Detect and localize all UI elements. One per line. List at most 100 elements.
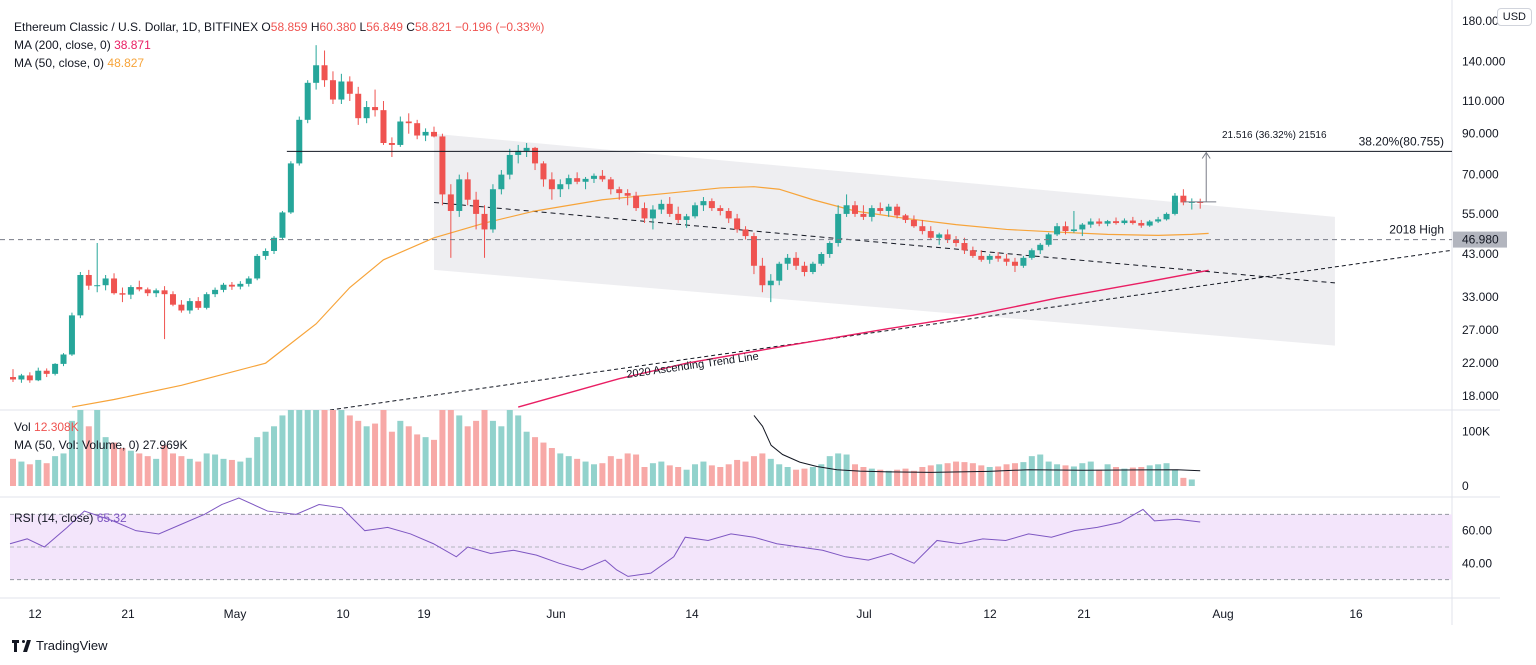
candle-body — [489, 189, 496, 230]
candle-body — [85, 274, 92, 286]
candle-body — [1003, 258, 1010, 262]
candle — [212, 287, 219, 298]
ma200-value: 38.871 — [114, 38, 151, 52]
volume-bar — [153, 458, 160, 486]
volume-bar — [363, 426, 370, 486]
volume-bar — [506, 410, 513, 486]
volume-bar — [111, 442, 118, 486]
rsi-tick-label: 40.00 — [1462, 556, 1492, 570]
candle — [1129, 216, 1136, 225]
time-tick-label: 16 — [1349, 607, 1363, 621]
legend-symbol-row[interactable]: Ethereum Classic / U.S. Dollar, 1D, BITF… — [14, 20, 544, 34]
candle — [590, 173, 597, 183]
price-tick-label: 70.000 — [1462, 168, 1499, 182]
price-tick-label: 43.000 — [1462, 247, 1499, 261]
currency-button[interactable]: USD — [1496, 8, 1532, 26]
candle — [801, 261, 808, 277]
candle-body — [10, 377, 16, 380]
candle-body — [186, 301, 193, 311]
candle-body — [1138, 223, 1145, 226]
candle — [725, 208, 732, 224]
candle — [111, 273, 118, 295]
candle-body — [18, 375, 25, 380]
volume-bar — [944, 463, 951, 486]
volume-bar — [725, 464, 732, 486]
volume-bar — [464, 426, 471, 486]
symbol-title[interactable]: Ethereum Classic / U.S. Dollar, 1D, BITF… — [14, 20, 259, 34]
candle — [414, 119, 421, 140]
candle-body — [127, 287, 134, 295]
candle-body — [565, 178, 572, 185]
candle — [852, 201, 858, 217]
candle — [649, 205, 656, 230]
volume-bar — [498, 426, 505, 486]
candle-body — [818, 253, 825, 264]
candle-body — [102, 278, 109, 286]
candle-body — [178, 304, 185, 311]
volume-bar — [590, 464, 597, 486]
volume-bar — [186, 458, 193, 486]
volume-bar — [313, 410, 320, 486]
volume-bar — [329, 410, 336, 486]
candle — [1054, 223, 1061, 237]
candle — [422, 128, 429, 142]
candle — [388, 137, 395, 158]
volume-bar — [666, 465, 673, 486]
rsi-tick-label: 60.00 — [1462, 524, 1492, 538]
candle — [77, 272, 84, 319]
candle — [169, 291, 176, 307]
candle — [523, 143, 530, 158]
volume-bar — [119, 448, 126, 486]
candle — [1087, 218, 1094, 228]
candle-body — [287, 163, 294, 213]
volume-bar — [995, 466, 1002, 486]
volume-bar — [717, 467, 724, 486]
candle-body — [978, 255, 985, 260]
candle-body — [1197, 201, 1204, 204]
candle — [961, 237, 968, 254]
candle — [203, 292, 210, 310]
candle — [717, 205, 724, 216]
candle — [1104, 219, 1111, 227]
footer-brand[interactable]: TradingView — [12, 638, 108, 653]
volume-bar — [692, 464, 699, 486]
candle — [237, 281, 244, 290]
candle — [616, 186, 623, 200]
candle-body — [692, 205, 699, 217]
candle — [186, 298, 193, 314]
volume-bar — [708, 465, 715, 486]
candle-body — [1171, 195, 1178, 214]
legend-ma200[interactable]: MA (200, close, 0) 38.871 — [14, 38, 151, 52]
volume-bar — [860, 467, 867, 486]
price-tick-label: 180.000 — [1462, 14, 1506, 28]
volume-bar — [161, 445, 168, 486]
candle-body — [355, 93, 362, 119]
candle — [338, 73, 345, 105]
candle-body — [919, 226, 926, 232]
candle-body — [742, 229, 749, 237]
candle-body — [700, 201, 707, 206]
volume-bar — [422, 437, 429, 486]
volume-bar — [565, 456, 572, 486]
candle-body — [986, 255, 993, 260]
candle-body — [658, 203, 665, 210]
legend-volume[interactable]: Vol 12.308K — [14, 420, 79, 434]
candle — [734, 213, 741, 233]
legend-vol-ma[interactable]: MA (50, Vol: Volume, 0) 27.969K — [14, 438, 187, 452]
candle-body — [961, 243, 968, 251]
volume-bar — [1121, 468, 1128, 486]
rsi-value: 65.32 — [96, 511, 127, 525]
candle-body — [734, 218, 741, 230]
candle-body — [77, 274, 84, 316]
volume-bar — [1129, 467, 1136, 486]
candle — [868, 205, 875, 222]
volume-bar — [750, 456, 757, 486]
legend-rsi[interactable]: RSI (14, close) 65.32 — [14, 511, 127, 525]
volume-bar — [271, 426, 278, 486]
candle-body — [590, 175, 597, 179]
legend-ma50[interactable]: MA (50, close, 0) 48.827 — [14, 56, 144, 70]
candle-body — [784, 257, 791, 264]
candle — [94, 243, 101, 293]
high-2018-label: 2018 High — [1389, 223, 1444, 237]
candle-body — [456, 179, 463, 211]
